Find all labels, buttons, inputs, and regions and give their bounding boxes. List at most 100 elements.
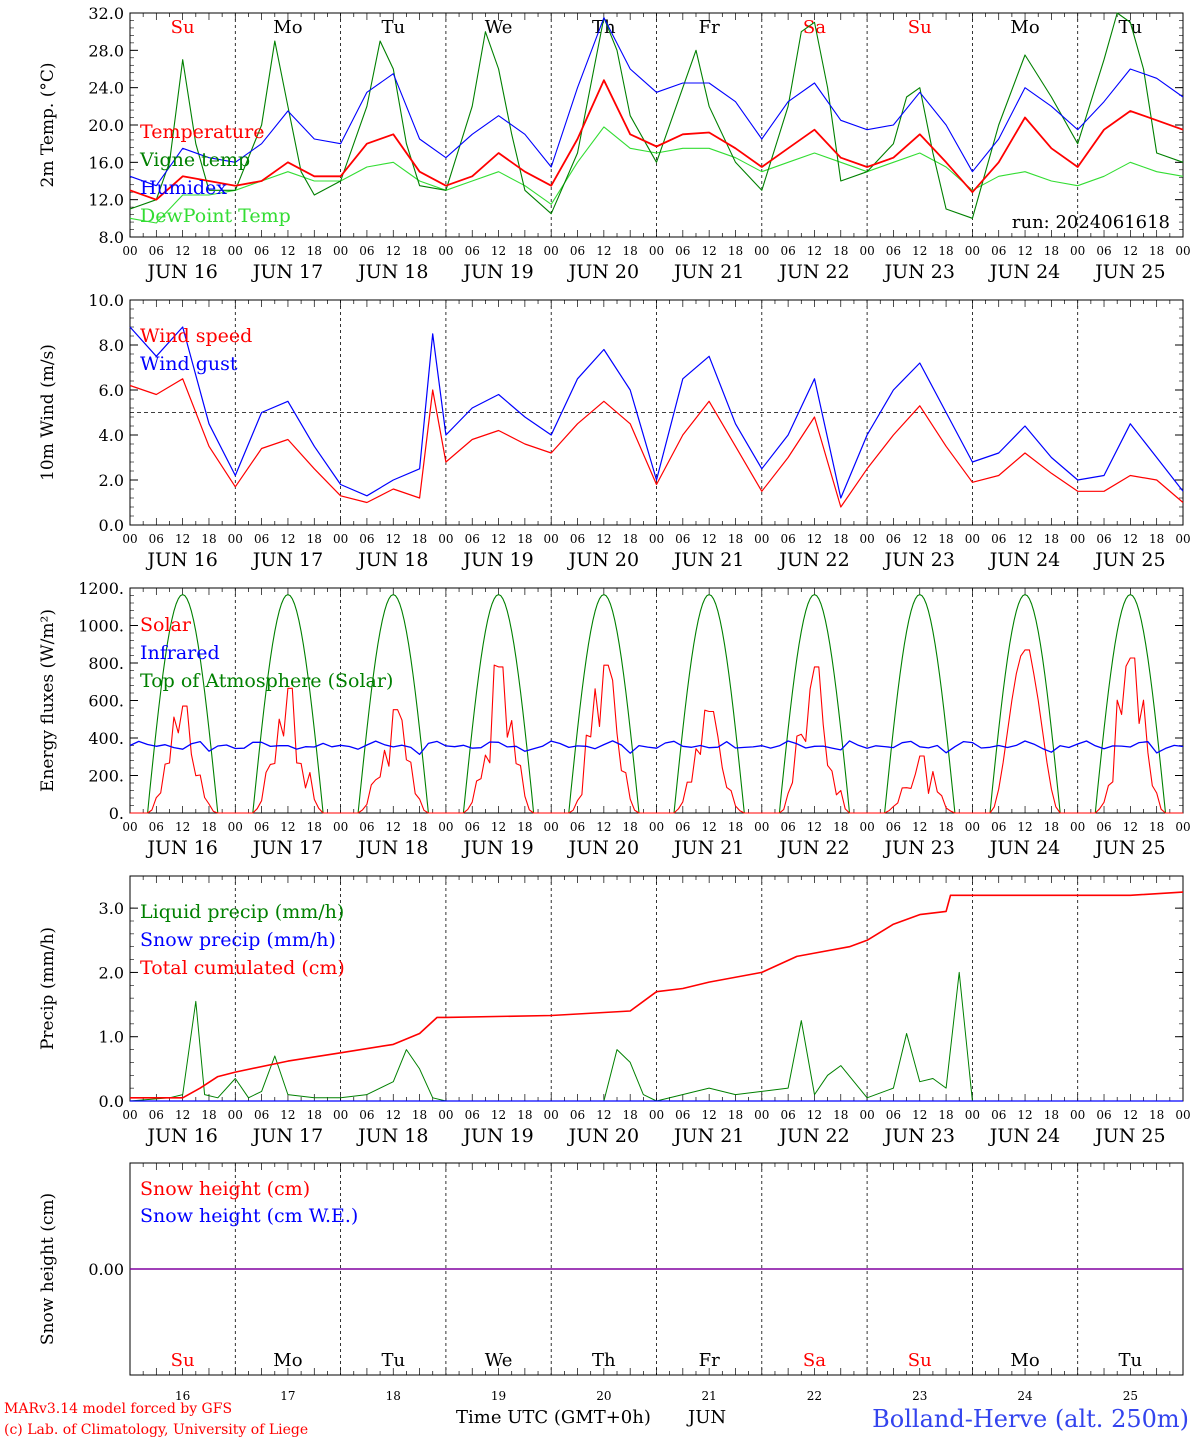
legend-entry: Snow height (cm) [140, 1178, 310, 1200]
hour-tick-label: 12 [702, 820, 717, 834]
hour-tick-label: 06 [1096, 820, 1111, 834]
hour-tick-label: 00 [122, 244, 137, 258]
series-humidex [129, 17, 1184, 187]
date-label: JUN 25 [1093, 837, 1165, 859]
hour-tick-label: 00 [1175, 820, 1190, 834]
weekday-label: Mo [1010, 17, 1039, 38]
hour-tick-label: 00 [333, 532, 348, 546]
weekday-label: We [485, 17, 513, 38]
hour-tick-label: 00 [438, 1108, 453, 1122]
hour-tick-label: 06 [570, 244, 585, 258]
date-label: JUN 16 [145, 1125, 217, 1147]
date-label: JUN 21 [672, 1125, 744, 1147]
hour-tick-label: 00 [1175, 244, 1190, 258]
hour-tick-label: 12 [912, 820, 927, 834]
hour-tick-label: 00 [965, 532, 980, 546]
hour-tick-label: 00 [649, 820, 664, 834]
hour-tick-label: 06 [254, 532, 269, 546]
y-tick-label: 0.00 [88, 1260, 124, 1279]
hour-tick-label: 12 [491, 820, 506, 834]
date-label: JUN 24 [988, 837, 1060, 859]
hour-tick-label: 06 [780, 532, 795, 546]
weekday-label: Su [171, 17, 195, 38]
legend-entry: Temperature [140, 121, 264, 143]
day-number: 24 [1017, 1389, 1033, 1403]
hour-tick-label: 00 [122, 1108, 137, 1122]
legend-entry: Wind speed [140, 325, 252, 347]
y-tick-label: 28.0 [88, 41, 124, 60]
date-label: JUN 16 [145, 261, 217, 283]
series-wind-gust [129, 326, 1184, 499]
hour-tick-label: 06 [359, 244, 374, 258]
hour-tick-label: 00 [544, 244, 559, 258]
y-tick-label: 16.0 [88, 153, 124, 172]
y-axis-label: 2m Temp. (°C) [38, 62, 58, 187]
date-label: JUN 25 [1093, 549, 1165, 571]
legend-entry: DewPoint Temp [140, 205, 291, 227]
hour-tick-label: 06 [149, 1108, 164, 1122]
date-label: JUN 17 [251, 549, 323, 571]
weekday-label: Tu [381, 1350, 405, 1371]
hour-tick-label: 12 [386, 532, 401, 546]
y-tick-label: 10.0 [88, 291, 124, 310]
hour-tick-label: 12 [1017, 820, 1032, 834]
hour-tick-label: 12 [386, 820, 401, 834]
panel-precip: 0.0 1.0 2.0 3.0 Precip (mm/h) 00 06 12 18 00 06 12 1… [38, 875, 1191, 1147]
y-tick-label: 0. [109, 804, 124, 823]
y-axis-label: 10m Wind (m/s) [38, 344, 58, 481]
hour-tick-label: 12 [912, 244, 927, 258]
hour-tick-label: 18 [1149, 244, 1164, 258]
weekday-label: Tu [1119, 17, 1143, 38]
station-name: Bolland-Herve (alt. 250m) [872, 1405, 1189, 1433]
hour-tick-label: 12 [702, 244, 717, 258]
hour-tick-label: 06 [465, 244, 480, 258]
date-label: JUN 24 [988, 261, 1060, 283]
weekday-label: Fr [699, 17, 720, 38]
day-number: 17 [280, 1389, 295, 1403]
hour-tick-label: 12 [175, 1108, 190, 1122]
y-tick-label: 6.0 [99, 381, 124, 400]
date-label: JUN 20 [567, 549, 639, 571]
day-number: 23 [912, 1389, 927, 1403]
hour-tick-label: 12 [807, 1108, 822, 1122]
hour-tick-label: 06 [991, 244, 1006, 258]
hour-tick-label: 00 [228, 532, 243, 546]
hour-tick-label: 06 [149, 244, 164, 258]
date-label: JUN 20 [567, 261, 639, 283]
model-credit: MARv3.14 model forced by GFS [4, 1401, 232, 1417]
panel-snow: 0.00 Snow height (cm) Snow height (cm) Snow… [38, 1162, 1184, 1403]
date-label: JUN 16 [145, 549, 217, 571]
hour-tick-label: 12 [1017, 244, 1032, 258]
hour-tick-label: 06 [780, 1108, 795, 1122]
hour-tick-label: 06 [1096, 244, 1111, 258]
hour-tick-label: 12 [386, 244, 401, 258]
hour-tick-label: 12 [1017, 1108, 1032, 1122]
hour-tick-label: 00 [754, 820, 769, 834]
hour-tick-label: 18 [517, 532, 532, 546]
hour-tick-label: 18 [833, 820, 848, 834]
day-number: 18 [386, 1389, 401, 1403]
y-tick-label: 4.0 [99, 426, 124, 445]
date-label: JUN 22 [777, 261, 849, 283]
hour-tick-label: 00 [1070, 1108, 1085, 1122]
legend-entry: Snow precip (mm/h) [140, 929, 336, 951]
legend-entry: Humidex [140, 177, 227, 199]
hour-tick-label: 18 [938, 244, 953, 258]
hour-tick-label: 06 [675, 244, 690, 258]
weekday-label: We [485, 1350, 513, 1371]
hour-tick-label: 12 [596, 244, 611, 258]
hour-tick-label: 06 [359, 1108, 374, 1122]
hour-tick-label: 00 [438, 244, 453, 258]
date-label: JUN 21 [672, 549, 744, 571]
y-axis-label: Energy fluxes (W/m²) [38, 609, 58, 792]
hour-tick-label: 12 [280, 244, 295, 258]
hour-tick-label: 18 [201, 532, 216, 546]
series-wind-speed [129, 378, 1184, 508]
hour-tick-label: 18 [1044, 820, 1059, 834]
y-axis-label: Snow height (cm) [38, 1193, 58, 1345]
hour-tick-label: 12 [280, 532, 295, 546]
hour-tick-label: 18 [1044, 1108, 1059, 1122]
hour-tick-label: 12 [912, 1108, 927, 1122]
date-label: JUN 19 [461, 261, 533, 283]
month-label: JUN [686, 1407, 726, 1428]
